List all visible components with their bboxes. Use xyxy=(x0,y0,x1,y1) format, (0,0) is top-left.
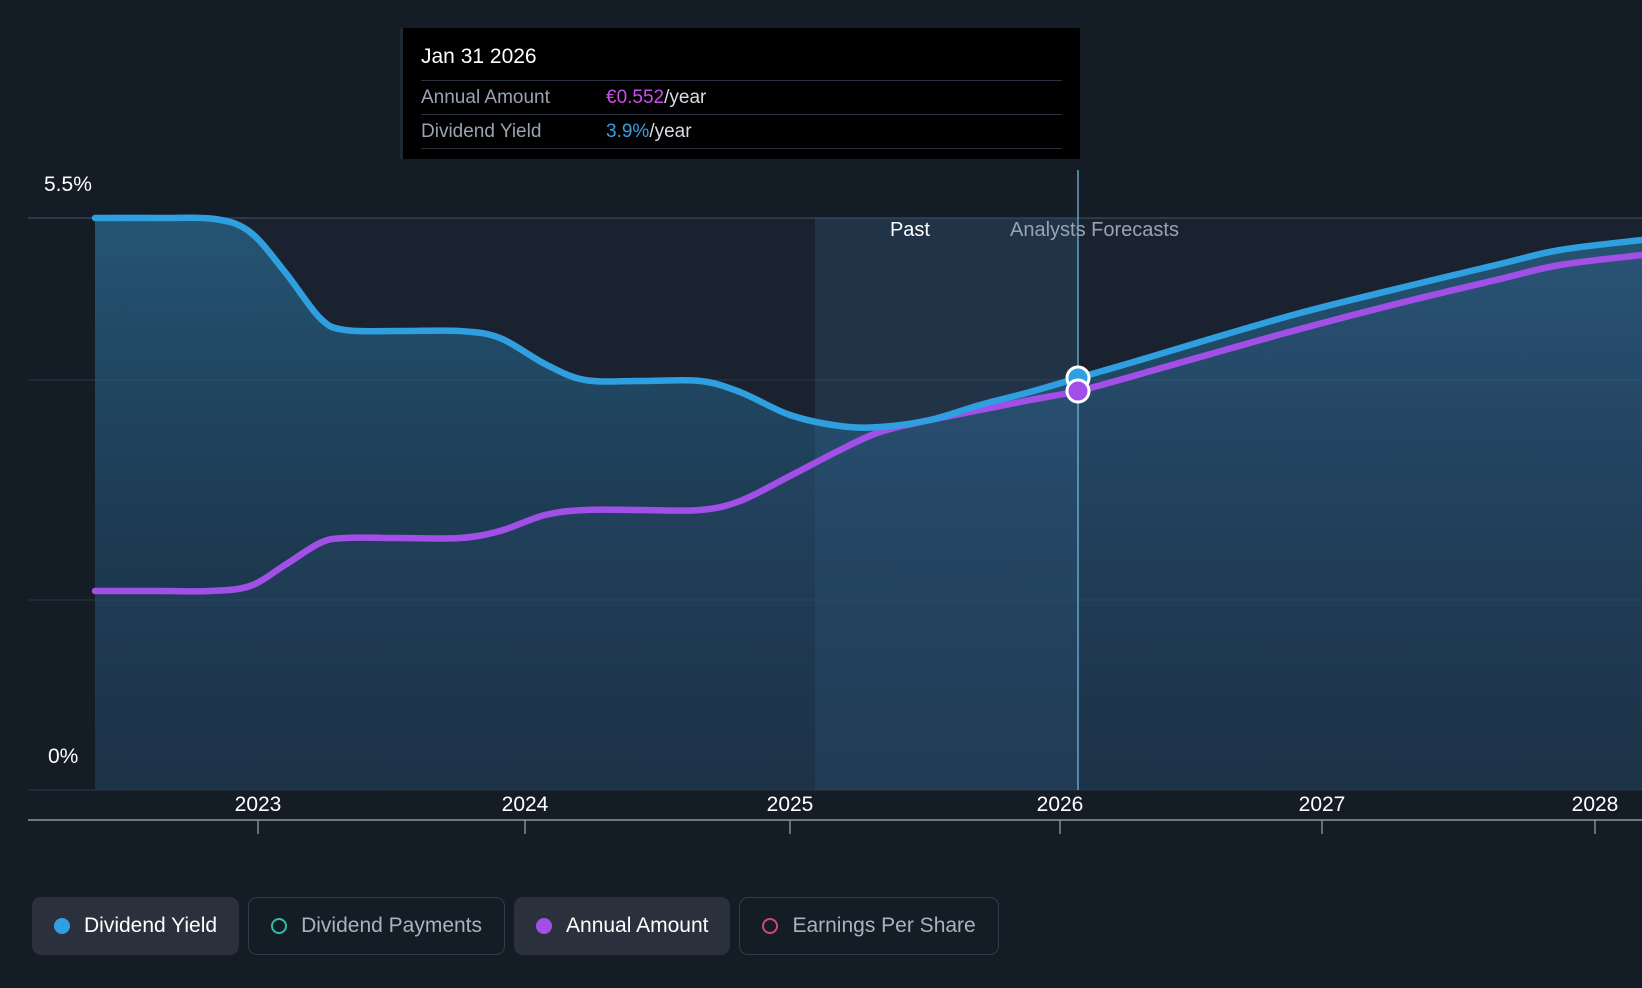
y-axis-top-label: 5.5% xyxy=(44,173,92,196)
legend-item-dividend-yield[interactable]: Dividend Yield xyxy=(32,897,240,955)
tooltip-row-label: Dividend Yield xyxy=(421,120,542,142)
x-tick-label-2023: 2023 xyxy=(234,793,282,816)
tooltip-date: Jan 31 2026 xyxy=(421,42,1062,81)
x-tick-label-2027: 2027 xyxy=(1298,793,1346,816)
hover-markers xyxy=(1065,365,1091,404)
tooltip-row: Annual Amount €0.552/year xyxy=(421,81,1062,115)
legend-item-label: Dividend Payments xyxy=(301,914,483,937)
tooltip-row-value: 3.9%/year xyxy=(606,121,692,143)
ring-dot-icon xyxy=(762,918,779,934)
filled-dot-icon xyxy=(536,918,553,934)
x-tick-label-2028: 2028 xyxy=(1571,793,1619,816)
tooltip-row: Dividend Yield 3.9%/year xyxy=(421,115,1062,149)
tooltip-row-value: €0.552/year xyxy=(606,87,706,109)
series-lines xyxy=(91,214,1642,595)
legend-item-label: Earnings Per Share xyxy=(792,914,976,937)
series-areas xyxy=(95,217,1642,791)
x-tick-label-2026: 2026 xyxy=(1036,793,1084,816)
x-tick-label-2024: 2024 xyxy=(501,793,549,816)
hover-tooltip: Jan 31 2026 Annual Amount €0.552/year Divi… xyxy=(400,28,1080,159)
tooltip-row-number: €0.552 xyxy=(606,86,665,108)
legend-item-earnings-per-share[interactable]: Earnings Per Share xyxy=(739,897,999,955)
x-tick-label-2025: 2025 xyxy=(766,793,814,816)
chart-legend: Dividend Yield Dividend Payments Annual Am… xyxy=(32,897,999,955)
past-label: Past xyxy=(889,219,930,241)
legend-item-dividend-payments[interactable]: Dividend Payments xyxy=(248,897,506,955)
legend-item-label: Annual Amount xyxy=(566,914,709,937)
y-axis-bottom-label: 0% xyxy=(48,745,79,768)
x-axis xyxy=(28,819,1642,834)
forecast-label: Analysts Forecasts xyxy=(1010,219,1179,241)
legend-item-annual-amount[interactable]: Annual Amount xyxy=(514,897,731,955)
filled-dot-icon xyxy=(54,918,70,934)
tooltip-row-label: Annual Amount xyxy=(421,86,550,108)
tooltip-row-number: 3.9% xyxy=(606,120,650,142)
tooltip-row-suffix: /year xyxy=(649,120,692,142)
tooltip-rows: Annual Amount €0.552/year Dividend Yield 3.… xyxy=(421,81,1062,149)
legend-item-label: Dividend Yield xyxy=(84,914,218,937)
chart-svg xyxy=(28,170,1642,834)
tooltip-row-suffix: /year xyxy=(664,86,707,108)
ring-dot-icon xyxy=(271,918,288,934)
chart-container: 5.5% 0% Past Analysts Forecasts 2023 2024… xyxy=(28,170,1642,834)
